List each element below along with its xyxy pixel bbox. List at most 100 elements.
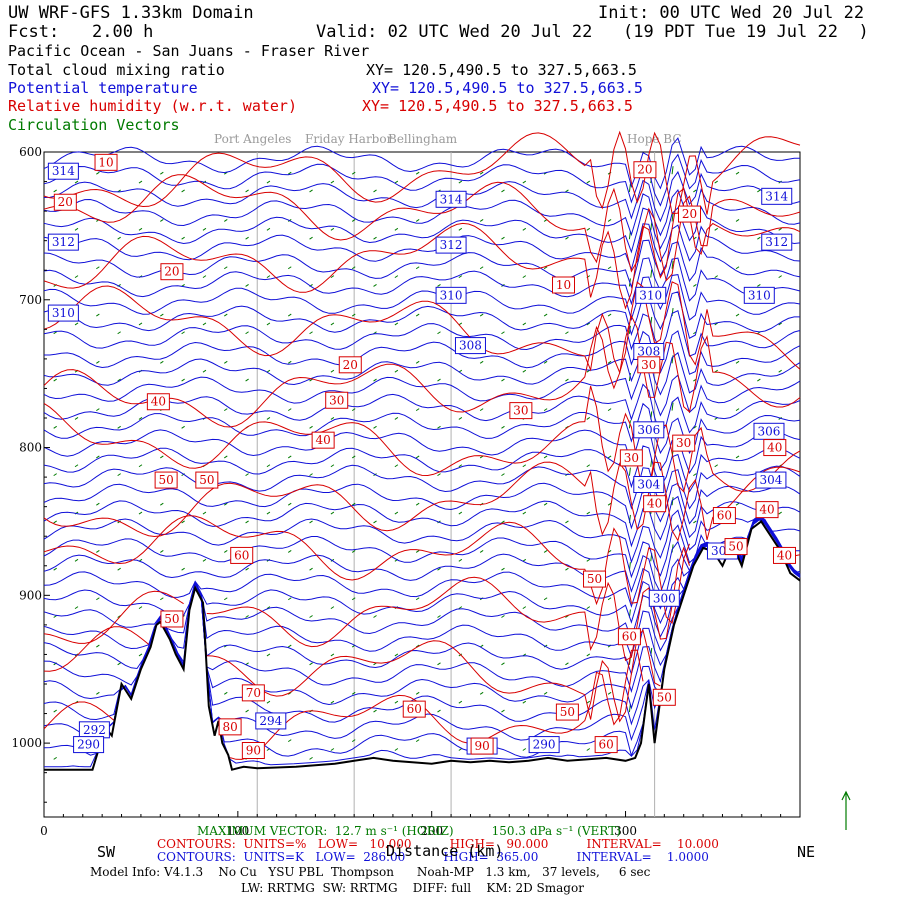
x-tick-label: 0 bbox=[40, 824, 48, 838]
rh-label-box bbox=[218, 718, 242, 736]
wind-vector bbox=[394, 700, 399, 704]
contour-labels: 314 314 314 312 312 312 310 310 310 310 308 308 306 3… bbox=[47, 153, 796, 759]
theta-label-text: 294 bbox=[259, 714, 282, 728]
wind-vector bbox=[287, 171, 292, 175]
wind-vector bbox=[245, 473, 249, 477]
theta-label-text: 304 bbox=[637, 478, 660, 492]
wind-vector bbox=[96, 313, 100, 317]
wind-vector bbox=[181, 567, 185, 571]
wind-vector bbox=[223, 597, 228, 601]
wind-vector bbox=[479, 691, 484, 695]
wind-vector bbox=[351, 408, 356, 412]
y-tick-label: 900 bbox=[19, 588, 42, 602]
rh-label-text: 50 bbox=[158, 473, 173, 487]
theta-label-text: 308 bbox=[637, 345, 660, 359]
wind-vector bbox=[458, 748, 463, 751]
wind-vector bbox=[735, 455, 740, 459]
wind-vector bbox=[565, 189, 569, 193]
theta-label-text: 290 bbox=[533, 738, 556, 752]
theta-label-box bbox=[761, 233, 793, 251]
wind-vector bbox=[458, 511, 463, 515]
wind-vector bbox=[586, 700, 591, 704]
rh-label: 20 bbox=[338, 356, 362, 374]
wind-vector bbox=[501, 709, 505, 713]
wind-vector bbox=[778, 322, 782, 326]
max-vector-arrow bbox=[841, 790, 851, 830]
rh-contour bbox=[43, 130, 801, 215]
wind-vector bbox=[415, 691, 420, 695]
rh-label-text: 20 bbox=[343, 358, 358, 372]
wind-vector bbox=[607, 360, 612, 364]
rh-label-text: 10 bbox=[556, 278, 571, 292]
wind-vector bbox=[351, 691, 356, 695]
wind-vector bbox=[53, 473, 57, 477]
rh-label: 20 bbox=[633, 161, 657, 179]
wind-vector bbox=[735, 408, 740, 412]
theta-contour bbox=[43, 445, 801, 493]
theta-contour bbox=[43, 205, 801, 254]
wind-vector bbox=[138, 653, 143, 657]
rh-label: 40 bbox=[763, 439, 787, 457]
wind-vector bbox=[96, 171, 100, 175]
wind-vector bbox=[202, 558, 207, 562]
theta-contour-info: CONTOURS: UNITS=K LOW= 286.00 HIGH= 365.… bbox=[157, 850, 709, 864]
valid-time: Valid: 02 UTC Wed 20 Jul 22 (19 PDT Tue … bbox=[316, 22, 869, 42]
rh-label-text: 50 bbox=[164, 612, 179, 626]
wind-vector bbox=[245, 236, 249, 240]
wind-vector bbox=[223, 219, 228, 222]
wind-vector bbox=[181, 425, 185, 429]
wind-vector bbox=[522, 606, 527, 610]
rh-label-text: 40 bbox=[647, 497, 662, 511]
rh-label: 90 bbox=[241, 742, 265, 759]
theta-label-text: 312 bbox=[440, 238, 463, 252]
rh-label-text: 50 bbox=[199, 473, 214, 487]
wind-vector bbox=[522, 369, 527, 373]
x-tick-label: 100 bbox=[226, 824, 249, 838]
theta-label: 306 bbox=[633, 421, 665, 439]
theta-contour bbox=[43, 515, 801, 594]
theta-contour bbox=[43, 515, 801, 610]
wind-vector bbox=[586, 227, 591, 231]
rh-label-box bbox=[195, 471, 219, 489]
wind-vector bbox=[117, 567, 121, 571]
rh-label-text: 60 bbox=[234, 548, 249, 562]
wind-vector bbox=[245, 189, 249, 193]
terrain-surface bbox=[44, 519, 801, 771]
wind-vector bbox=[415, 597, 420, 601]
theta-label-box bbox=[743, 286, 775, 304]
wind-vector bbox=[266, 275, 271, 279]
wind-vector bbox=[693, 189, 697, 193]
wind-vector bbox=[479, 266, 484, 270]
wind-vector bbox=[501, 520, 505, 524]
ne-label: NE bbox=[797, 843, 816, 861]
theta-label-text: 306 bbox=[637, 423, 660, 437]
wind-vector bbox=[223, 691, 228, 695]
wind-vector bbox=[53, 756, 57, 760]
wind-vector bbox=[522, 322, 527, 326]
theta-label: 310 bbox=[47, 304, 79, 322]
x-tick-label: 200 bbox=[420, 824, 443, 838]
model-info: Model Info: V4.1.3 No Cu YSU PBL Thompso… bbox=[90, 865, 651, 879]
wind-vector bbox=[96, 597, 100, 601]
theta-label: 312 bbox=[761, 233, 793, 251]
wind-vector bbox=[437, 331, 441, 335]
rh-label: 60 bbox=[594, 736, 618, 754]
wind-vector bbox=[373, 378, 377, 382]
wind-vector bbox=[714, 180, 718, 184]
legend-rh-xy: XY= 120.5,490.5 to 327.5,663.5 bbox=[362, 97, 633, 115]
rh-label-box bbox=[755, 501, 779, 519]
theta-label-box bbox=[633, 421, 665, 439]
rh-label-text: 50 bbox=[587, 572, 602, 586]
wind-vector bbox=[138, 417, 143, 420]
theta-label: 290 bbox=[73, 736, 105, 754]
wind-vector bbox=[160, 597, 164, 601]
forecast-label: Fcst: bbox=[8, 22, 60, 42]
rh-label-box bbox=[552, 276, 576, 294]
wind-vector bbox=[543, 266, 548, 270]
rh-contour bbox=[43, 174, 801, 282]
rh-label-box bbox=[763, 439, 787, 457]
wind-vector bbox=[479, 219, 484, 222]
wind-vector bbox=[522, 464, 527, 468]
wind-vector bbox=[309, 378, 313, 382]
wind-vector bbox=[373, 236, 377, 240]
